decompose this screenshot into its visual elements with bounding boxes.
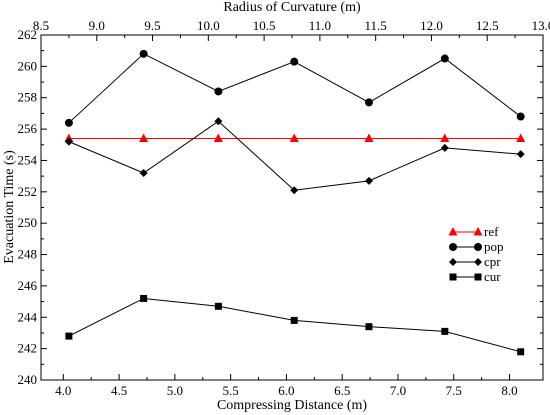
y-tick-label: 248 <box>18 247 38 262</box>
point-ref <box>364 133 374 142</box>
series-cpr <box>64 117 525 195</box>
point-cur <box>140 294 148 302</box>
y-axis-title: Evacuation Time (s) <box>2 150 17 264</box>
point-ref <box>213 133 223 142</box>
point-cur <box>290 316 298 324</box>
point-cpr <box>440 143 449 152</box>
point-cur <box>365 323 373 331</box>
x-tick-label: 6.0 <box>278 383 294 398</box>
legend-marker <box>449 258 457 266</box>
point-pop <box>214 87 223 96</box>
legend-item-ref: ref <box>448 224 499 239</box>
x-tick-label: 4.5 <box>111 383 127 398</box>
legend-label: ref <box>484 224 499 239</box>
point-cur <box>441 327 449 335</box>
legend-label: cpr <box>484 254 501 269</box>
point-pop <box>64 118 73 127</box>
x2-axis-title: Radius of Curvature (m) <box>223 0 361 15</box>
legend-item-cur: cur <box>449 269 501 284</box>
point-cur <box>65 332 73 340</box>
x-tick-label: 7.5 <box>446 383 462 398</box>
series-layer <box>64 49 526 356</box>
x-tick-label: 4.0 <box>55 383 71 398</box>
plot-frame <box>40 34 544 381</box>
point-pop <box>290 57 299 66</box>
point-ref <box>139 133 149 142</box>
x2-tick-label: 11.5 <box>365 18 387 33</box>
point-cpr <box>364 176 373 185</box>
x2-tick-label: 10.5 <box>253 18 276 33</box>
y-tick-label: 260 <box>18 58 38 73</box>
x-tick-label: 5.0 <box>167 383 183 398</box>
y-tick-label: 254 <box>18 152 38 167</box>
point-cur <box>214 302 222 310</box>
point-pop <box>440 54 449 63</box>
y-tick-label: 252 <box>18 184 38 199</box>
x-tick-label: 8.0 <box>501 383 517 398</box>
legend-marker <box>474 258 482 266</box>
series-line-cpr <box>68 120 521 191</box>
point-ref <box>440 133 450 142</box>
legend-item-cpr: cpr <box>449 254 501 269</box>
y-tick-label: 258 <box>18 90 38 105</box>
x2-tick-label: 11.0 <box>309 18 331 33</box>
series-line-cur <box>68 297 521 353</box>
legend-marker <box>474 273 482 281</box>
point-cpr <box>516 150 525 159</box>
x2-tick-label: 10.0 <box>197 18 220 33</box>
legend-label: pop <box>484 239 504 254</box>
y-tick-label: 262 <box>18 27 38 42</box>
x2-tick-label: 12.0 <box>420 18 443 33</box>
x2-tick-label: 8.5 <box>33 18 49 33</box>
point-cpr <box>290 186 299 195</box>
y-tick-label: 242 <box>18 341 38 356</box>
point-cpr <box>64 137 73 146</box>
legend-marker <box>449 273 457 281</box>
x2-tick-label: 12.5 <box>476 18 499 33</box>
point-cpr <box>214 117 223 126</box>
point-cur <box>517 348 525 356</box>
x-tick-label: 7.0 <box>390 383 406 398</box>
series-ref <box>64 133 526 142</box>
y-tick-label: 244 <box>18 309 38 324</box>
y-tick-label: 250 <box>18 215 38 230</box>
legend-marker <box>473 227 483 236</box>
point-pop <box>364 98 373 107</box>
x2-tick-label: 9.5 <box>144 18 160 33</box>
legend-label: cur <box>484 269 501 284</box>
x-axis-title: Compressing Distance (m) <box>217 398 367 413</box>
y-tick-label: 240 <box>18 372 38 387</box>
series-cur <box>65 294 525 356</box>
legend-marker <box>448 227 458 236</box>
x2-tick-label: 9.0 <box>89 18 105 33</box>
legend-marker <box>474 243 482 251</box>
y-tick-label: 256 <box>18 121 38 136</box>
series-pop <box>64 49 525 127</box>
legend-marker <box>449 243 457 251</box>
point-ref <box>516 133 526 142</box>
point-pop <box>139 49 148 58</box>
x2-tick-label: 13.0 <box>532 18 550 33</box>
point-ref <box>289 133 299 142</box>
point-cpr <box>139 169 148 177</box>
axis-ticks: 4.0 4.5 5.0 5.5 6.0 6.5 7.0 7.5 8.0 8.5 9.0 9.5 10.0… <box>18 18 550 398</box>
y-tick-label: 246 <box>18 278 38 293</box>
point-pop <box>516 112 525 121</box>
x-tick-label: 6.5 <box>334 383 350 398</box>
x-tick-label: 5.5 <box>223 383 239 398</box>
legend-item-pop: pop <box>449 239 504 254</box>
